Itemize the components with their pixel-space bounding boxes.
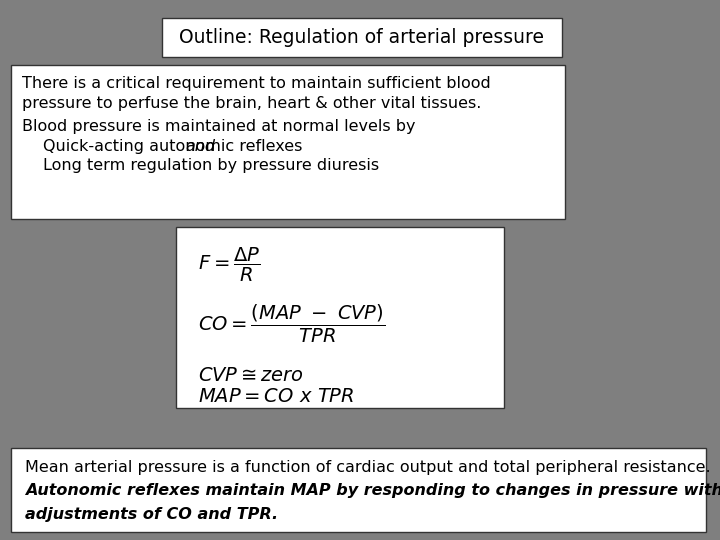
Text: Mean arterial pressure is a function of cardiac output and total peripheral resi: Mean arterial pressure is a function of …	[25, 460, 711, 475]
Text: Long term regulation by pressure diuresis: Long term regulation by pressure diuresi…	[43, 158, 379, 173]
Text: $\mathit{F} = \dfrac{\Delta \mathit{P}}{\mathit{R}}$: $\mathit{F} = \dfrac{\Delta \mathit{P}}{…	[198, 246, 260, 284]
FancyBboxPatch shape	[11, 65, 565, 219]
Text: pressure to perfuse the brain, heart & other vital tissues.: pressure to perfuse the brain, heart & o…	[22, 96, 481, 111]
FancyBboxPatch shape	[11, 448, 706, 532]
FancyBboxPatch shape	[176, 227, 504, 408]
Text: There is a critical requirement to maintain sufficient blood: There is a critical requirement to maint…	[22, 76, 490, 91]
FancyBboxPatch shape	[162, 18, 562, 57]
Text: $\mathit{CVP} \cong \mathit{zero}$: $\mathit{CVP} \cong \mathit{zero}$	[198, 366, 304, 385]
Text: Quick-acting autonomic reflexes: Quick-acting autonomic reflexes	[43, 139, 307, 154]
Text: adjustments of CO and TPR.: adjustments of CO and TPR.	[25, 507, 279, 522]
Text: Outline: Regulation of arterial pressure: Outline: Regulation of arterial pressure	[179, 28, 544, 47]
Text: Blood pressure is maintained at normal levels by: Blood pressure is maintained at normal l…	[22, 119, 415, 134]
Text: and: and	[185, 139, 215, 154]
Text: $\mathit{MAP} = \mathit{CO}\ \mathit{x}\ \mathit{TPR}$: $\mathit{MAP} = \mathit{CO}\ \mathit{x}\…	[198, 387, 354, 406]
Text: Autonomic reflexes maintain MAP by responding to changes in pressure with: Autonomic reflexes maintain MAP by respo…	[25, 483, 720, 498]
Text: $\mathit{CO} = \dfrac{(\mathit{MAP}\ -\ \mathit{CVP})}{\mathit{TPR}}$: $\mathit{CO} = \dfrac{(\mathit{MAP}\ -\ …	[198, 303, 385, 345]
